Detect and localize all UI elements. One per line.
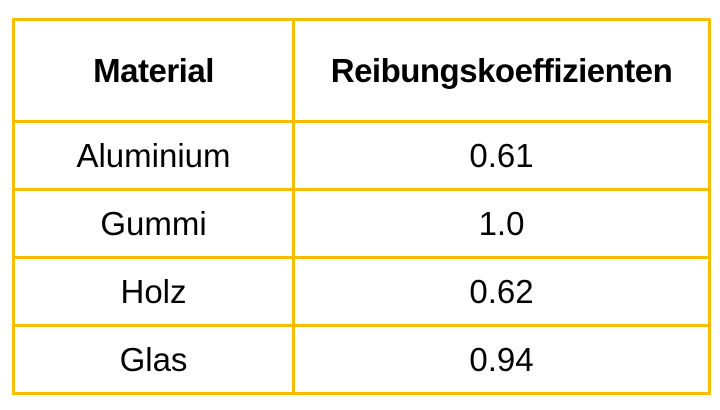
table-row: Aluminium 0.61 <box>12 120 711 191</box>
table-header-row: Material Reibungskoeffizienten <box>12 18 711 123</box>
header-material: Material <box>12 18 295 123</box>
cell-material: Holz <box>12 256 295 327</box>
header-friction-coefficient: Reibungskoeffizienten <box>292 18 711 123</box>
cell-material: Aluminium <box>12 120 295 191</box>
friction-table-container: Material Reibungskoeffizienten Aluminium… <box>12 18 711 395</box>
friction-coefficient-table: Material Reibungskoeffizienten Aluminium… <box>12 18 711 395</box>
cell-coefficient: 0.61 <box>292 120 711 191</box>
table-row: Glas 0.94 <box>12 324 711 395</box>
cell-coefficient: 0.94 <box>292 324 711 395</box>
cell-material: Glas <box>12 324 295 395</box>
table-row: Gummi 1.0 <box>12 188 711 259</box>
cell-material: Gummi <box>12 188 295 259</box>
cell-coefficient: 0.62 <box>292 256 711 327</box>
table-row: Holz 0.62 <box>12 256 711 327</box>
cell-coefficient: 1.0 <box>292 188 711 259</box>
